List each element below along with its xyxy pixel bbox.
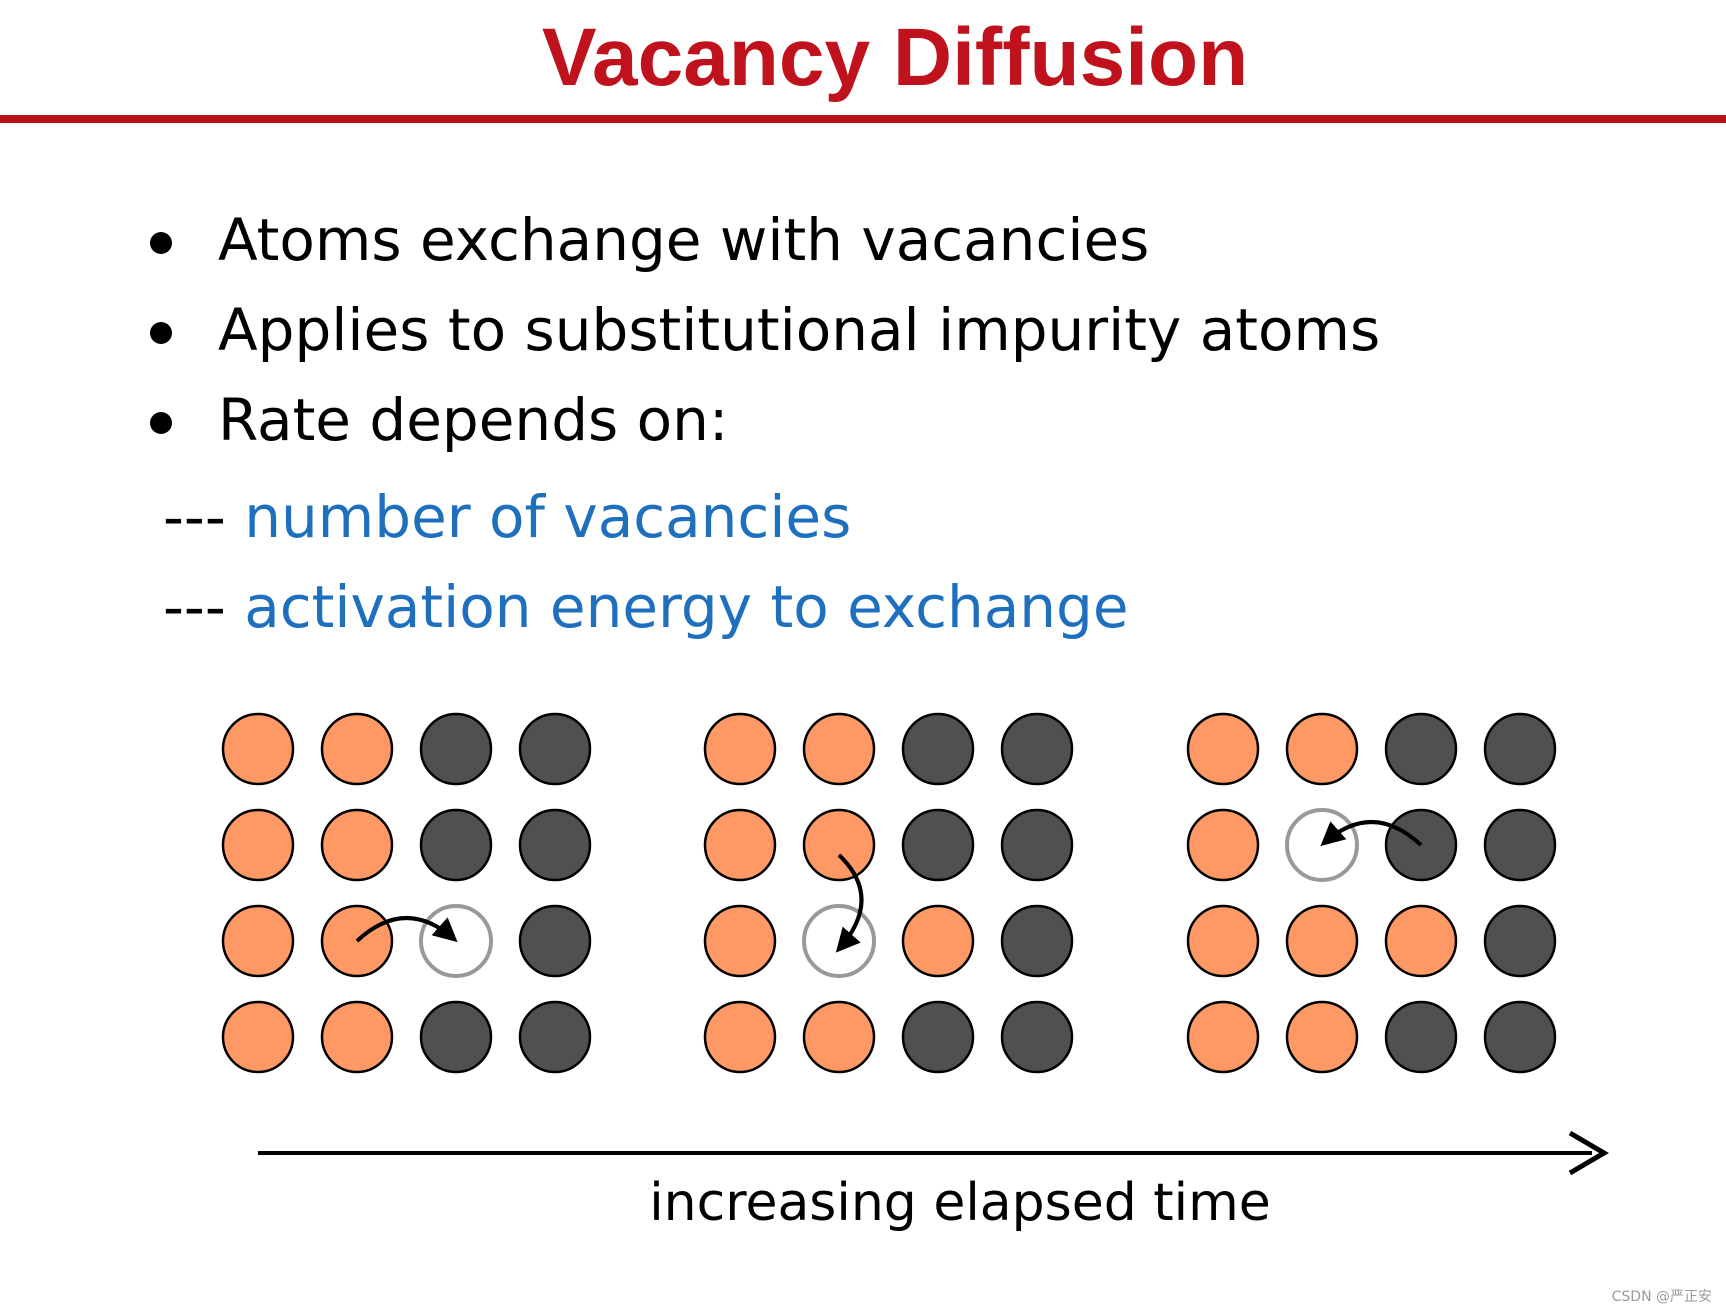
jump-arrows	[355, 820, 1423, 953]
impurity-atom	[703, 808, 777, 882]
impurity-atom	[1186, 1000, 1260, 1074]
host-atom	[518, 808, 592, 882]
host-atom	[419, 712, 493, 786]
watermark: CSDN @严正安	[1611, 1289, 1712, 1305]
host-atom	[901, 1000, 975, 1074]
host-atom	[1000, 808, 1074, 882]
impurity-atom	[221, 1000, 295, 1074]
host-atom	[1483, 712, 1557, 786]
title-divider	[0, 115, 1726, 123]
impurity-atom	[320, 808, 394, 882]
impurity-atom	[320, 712, 394, 786]
host-atom	[419, 808, 493, 882]
dash-prefix: ---	[163, 573, 226, 641]
impurity-atom	[1384, 904, 1458, 978]
impurity-atom	[802, 1000, 876, 1074]
host-atom	[1483, 1000, 1557, 1074]
bullet-dot-icon	[150, 322, 172, 344]
impurity-atom	[1285, 1000, 1359, 1074]
host-atom	[1384, 1000, 1458, 1074]
bullet-list: Atoms exchange with vacancies Applies to…	[150, 195, 1380, 465]
bullet-dot-icon	[150, 232, 172, 254]
atom-lattice-panels	[221, 712, 1557, 1074]
impurity-atom	[221, 712, 295, 786]
vacancy-site	[1285, 808, 1359, 882]
dash-prefix: ---	[163, 483, 226, 551]
bullet-text: Atoms exchange with vacancies	[218, 206, 1150, 274]
time-axis-label: increasing elapsed time	[649, 1173, 1271, 1233]
impurity-atom	[1186, 808, 1260, 882]
jump-arrow	[1320, 820, 1423, 847]
host-atom	[518, 1000, 592, 1074]
impurity-atom	[703, 712, 777, 786]
bullet-text: Rate depends on:	[218, 386, 729, 454]
vacancy-site	[802, 904, 876, 978]
host-atom	[518, 904, 592, 978]
impurity-atom	[703, 904, 777, 978]
vacancy-site	[419, 904, 493, 978]
impurity-atom	[221, 904, 295, 978]
jump-arrow	[835, 853, 864, 953]
host-atom	[1483, 904, 1557, 978]
host-atom	[1000, 712, 1074, 786]
host-atom	[1000, 1000, 1074, 1074]
host-atom	[1000, 904, 1074, 978]
lattice-panel	[1186, 712, 1557, 1074]
host-atom	[518, 712, 592, 786]
host-atom	[901, 808, 975, 882]
bullet-item: Rate depends on:	[150, 375, 1380, 465]
impurity-atom	[703, 1000, 777, 1074]
impurity-atom	[1285, 712, 1359, 786]
jump-arrow	[355, 916, 458, 943]
host-atom	[1384, 712, 1458, 786]
impurity-atom	[1186, 712, 1260, 786]
impurity-atom	[221, 808, 295, 882]
rate-factor-item: --- activation energy to exchange	[163, 562, 1129, 652]
rate-factor-text: number of vacancies	[244, 483, 852, 551]
impurity-atom	[1186, 904, 1260, 978]
time-arrow	[258, 1130, 1609, 1176]
impurity-atom	[320, 1000, 394, 1074]
bullet-item: Atoms exchange with vacancies	[150, 195, 1380, 285]
impurity-atom	[802, 712, 876, 786]
host-atom	[419, 1000, 493, 1074]
impurity-atom	[802, 808, 876, 882]
lattice-panel	[221, 712, 592, 1074]
impurity-atom	[901, 904, 975, 978]
time-arrow-head-icon	[1568, 1130, 1609, 1176]
bullet-item: Applies to substitutional impurity atoms	[150, 285, 1380, 375]
host-atom	[901, 712, 975, 786]
rate-factor-item: --- number of vacancies	[163, 472, 1129, 562]
impurity-atom	[1285, 904, 1359, 978]
rate-factor-text: activation energy to exchange	[244, 573, 1129, 641]
page-title: Vacancy Diffusion	[541, 12, 1249, 103]
lattice-panel	[703, 712, 1074, 1074]
bullet-text: Applies to substitutional impurity atoms	[218, 296, 1381, 364]
bullet-dot-icon	[150, 412, 172, 434]
host-atom	[1483, 808, 1557, 882]
rate-factor-list: --- number of vacancies --- activation e…	[163, 472, 1129, 652]
